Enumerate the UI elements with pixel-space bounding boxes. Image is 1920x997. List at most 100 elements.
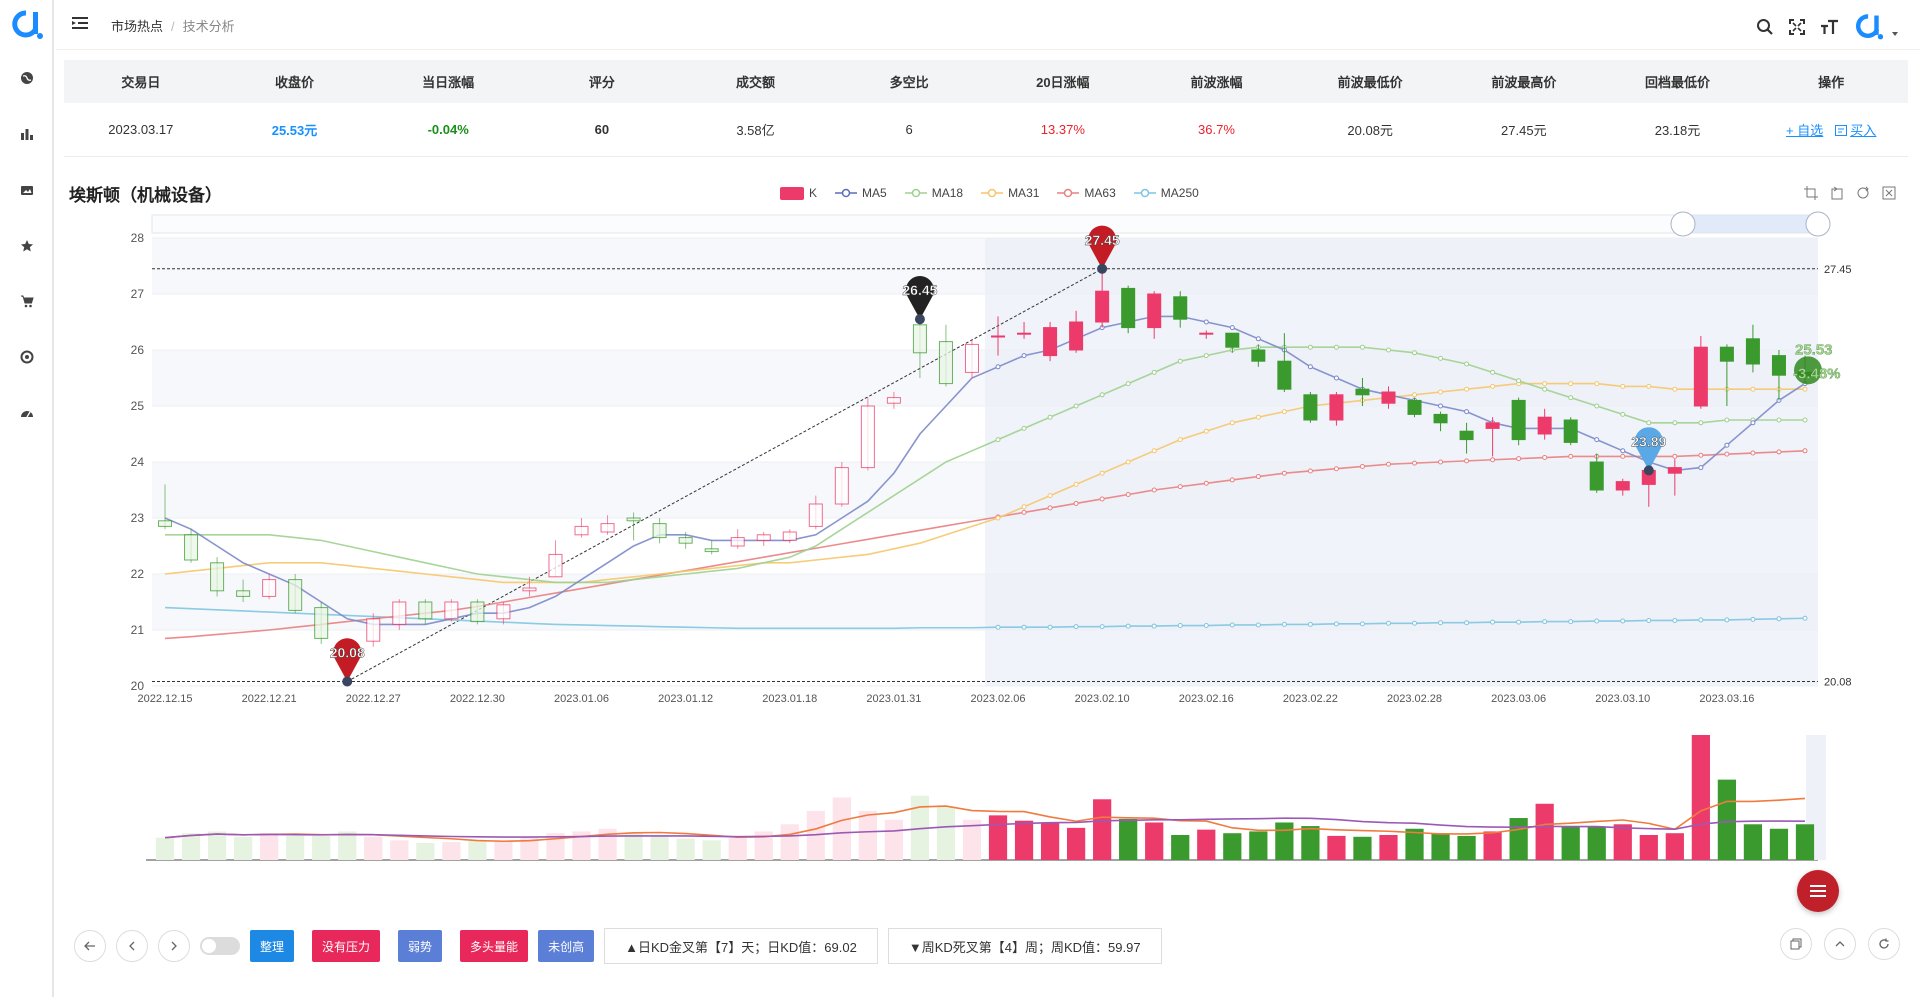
tag-weak[interactable]: 弱势: [398, 930, 443, 962]
caret-down-icon[interactable]: [1890, 29, 1900, 39]
y-tick-label: 20: [131, 679, 145, 693]
next-button[interactable]: [158, 930, 190, 962]
ma63-line-point: [1151, 487, 1157, 493]
ma250-line-point: [1594, 618, 1600, 624]
save-image-icon[interactable]: [1882, 186, 1896, 200]
volume-bar: [1717, 779, 1737, 860]
ma250-line-point: [1646, 617, 1652, 623]
copy-icon: [1790, 938, 1802, 950]
add-watchlist-link[interactable]: + 自选: [1786, 123, 1824, 138]
ma18-line-point: [1333, 344, 1339, 350]
volume-bar: [1587, 826, 1606, 860]
tag-consolidation[interactable]: 整理: [250, 930, 295, 962]
volume-bar: [1743, 824, 1763, 860]
ma250-line-point: [1255, 622, 1261, 628]
back-button[interactable]: [74, 930, 106, 962]
font-size-icon[interactable]: [1820, 18, 1840, 36]
legend-ma18-swatch: [904, 188, 927, 198]
cart-icon[interactable]: [16, 290, 38, 312]
ma31-line-point: [1125, 459, 1131, 465]
ma31-line-point: [1464, 386, 1470, 392]
candle: [1407, 399, 1422, 415]
ma31-line-point: [1542, 381, 1548, 387]
tag-no-pressure[interactable]: 没有压力: [312, 930, 381, 962]
menu-fold-icon[interactable]: [72, 16, 88, 30]
volume-bar: [286, 835, 305, 860]
copy-button[interactable]: [1780, 928, 1812, 960]
volume-bar: [1066, 827, 1086, 860]
ma63-line-point: [1021, 509, 1027, 515]
high-marker: [1088, 225, 1117, 269]
globe-icon[interactable]: [16, 67, 38, 89]
x-tick-label: 2023.01.12: [658, 693, 713, 705]
header-cell: 交易日: [121, 75, 161, 90]
bar-chart-icon[interactable]: [16, 123, 38, 145]
table-header: 交易日 收盘价 当日涨幅 评分 成交额 多空比 20日涨幅 前波涨幅 前波最低价…: [64, 60, 1908, 103]
app-logo[interactable]: [10, 8, 44, 42]
ma18-line-point: [1073, 403, 1079, 409]
volume-bar: [1171, 835, 1190, 860]
legend-k[interactable]: K: [780, 186, 817, 200]
search-icon[interactable]: [1756, 18, 1774, 36]
candle: [288, 579, 303, 611]
prev-button[interactable]: [116, 930, 148, 962]
volume-bar: [155, 837, 175, 860]
user-avatar[interactable]: [1854, 12, 1884, 42]
candle: [600, 523, 615, 533]
legend-ma250[interactable]: MA250: [1133, 186, 1199, 200]
zoom-reset-icon[interactable]: [1830, 186, 1844, 200]
dashboard-icon[interactable]: [16, 402, 38, 424]
ma63-line-point: [1203, 480, 1209, 486]
volume-bar: [1405, 828, 1424, 860]
candle: [652, 523, 667, 539]
breadcrumb-parent[interactable]: 市场热点: [111, 19, 164, 34]
ma250-line-point: [1620, 618, 1626, 624]
ma250-line-point: [1412, 620, 1418, 626]
volume-bar: [1431, 833, 1450, 860]
y-tick-label: 24: [131, 455, 145, 469]
mark2-pin-label: 23.89: [1631, 433, 1666, 449]
high-marker-label: 27.45: [1085, 232, 1120, 248]
volume-bar: [1119, 818, 1138, 860]
ma18-line-point: [1125, 381, 1131, 387]
ma5-line-point: [1464, 409, 1470, 415]
header-cell: 回档最低价: [1644, 75, 1710, 90]
target-icon[interactable]: [16, 346, 38, 368]
ma31-line-point: [1255, 414, 1261, 420]
volume-bar: [1639, 835, 1658, 860]
fullscreen-icon[interactable]: [1788, 18, 1806, 36]
display-toggle[interactable]: [200, 937, 240, 955]
tag-bull-volume[interactable]: 多头量能: [460, 930, 529, 962]
ma18-line-point: [1802, 417, 1808, 423]
menu-fab[interactable]: [1797, 870, 1839, 912]
ma5-line-point: [1203, 319, 1209, 325]
volume-bar: [494, 840, 513, 860]
ma250-line-point: [995, 624, 1001, 630]
legend-ma18[interactable]: MA18: [904, 186, 963, 200]
restore-icon[interactable]: [1856, 186, 1870, 200]
volume-bar: [1769, 828, 1789, 860]
chart-legend: K MA5 MA18 MA31 MA63 MA250: [780, 186, 1199, 200]
ma63-line-point: [1099, 496, 1105, 502]
scroll-top-button[interactable]: [1824, 928, 1856, 960]
candle: [860, 405, 875, 469]
legend-ma31[interactable]: MA31: [981, 186, 1039, 200]
ma18-line-point: [1047, 414, 1053, 420]
tag-no-new-high[interactable]: 未创高: [538, 930, 595, 962]
volume-bar: [728, 837, 747, 860]
candle: [236, 590, 251, 597]
star-icon[interactable]: [16, 235, 38, 257]
volume-bar: [1327, 835, 1346, 860]
candle: [158, 520, 173, 527]
legend-ma63[interactable]: MA63: [1057, 186, 1116, 200]
buy-link[interactable]: 买入: [1835, 120, 1876, 139]
ma250-line-point: [1490, 619, 1496, 625]
ma63-line-point: [1359, 463, 1365, 469]
ma250-line-point: [1750, 616, 1756, 622]
ma18-line-point: [1594, 403, 1600, 409]
legend-ma5[interactable]: MA5: [835, 186, 887, 200]
refresh-button[interactable]: [1868, 928, 1900, 960]
zoom-select-icon[interactable]: [1804, 186, 1818, 200]
image-icon[interactable]: [16, 179, 38, 201]
